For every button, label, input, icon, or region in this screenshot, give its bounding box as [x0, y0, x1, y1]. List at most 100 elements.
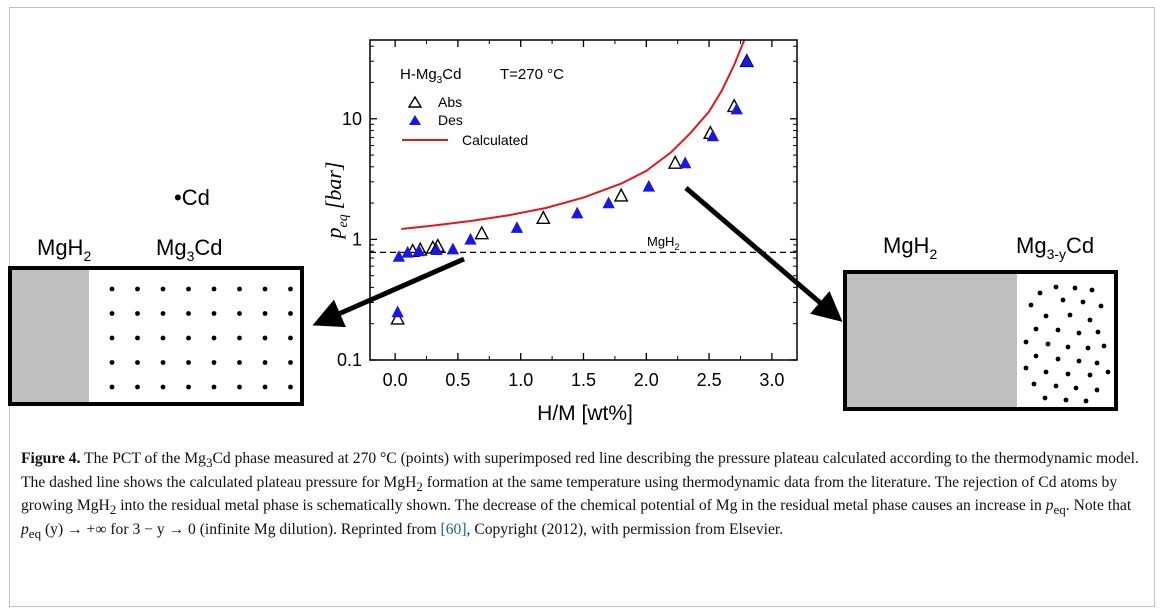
cd-atom-dot: [135, 384, 140, 390]
x-tick-label: 1.5: [571, 370, 596, 390]
cd-atom-dot: [1053, 383, 1059, 389]
y-tick-label: 10: [342, 109, 362, 129]
des-point: [571, 206, 584, 219]
des-point: [679, 156, 692, 169]
cd-atom-dot: [1055, 327, 1061, 333]
cd-atom-dot: [1073, 385, 1079, 391]
left-cd-dot-grid: [109, 286, 293, 390]
abs-point: [474, 225, 490, 240]
des-point: [446, 242, 460, 255]
cd-atom-dot: [262, 360, 268, 365]
left-mgh2-region: [10, 268, 89, 404]
cd-atom-dot: [1028, 302, 1034, 308]
cd-atom-dot: [211, 311, 217, 316]
figure-caption: Figure 4. The PCT of the Mg3Cd phase mea…: [21, 450, 1139, 542]
cd-atom-dot: [1042, 395, 1048, 401]
x-tick-label: 1.0: [508, 370, 533, 390]
cd-atom-dot: [288, 286, 293, 292]
x-tick-label: 2.5: [697, 370, 722, 390]
cd-atom-dot: [262, 384, 268, 390]
des-point: [602, 196, 615, 209]
cd-atom-dot: [1043, 313, 1049, 319]
cd-atom-dot: [1085, 345, 1091, 351]
cd-atom-dot: [1087, 317, 1093, 323]
cd-atom-dot: [1063, 397, 1069, 403]
x-tick-label: 3.0: [759, 370, 784, 390]
right-mgh2-label: MgH2: [883, 233, 937, 262]
y-tick-label: 0.1: [337, 350, 362, 370]
cd-atom-dot: [1076, 358, 1082, 364]
right-cd-dot-cluster: [1023, 284, 1111, 404]
citation-link[interactable]: [60]: [440, 521, 467, 539]
right-mgh2-region: [845, 272, 1017, 409]
cd-atom-dot: [1043, 369, 1049, 375]
cd-atom-dot: [160, 335, 166, 341]
chart-title: H-Mg3Cd: [400, 66, 461, 86]
cd-atom-dot: [109, 286, 115, 292]
right-mg3ycd-label: Mg3-yCd: [1016, 233, 1094, 262]
abs-point: [390, 310, 405, 325]
right-box: [843, 270, 1118, 411]
figure-graphic: •Cd MgH2 Mg3Cd MgH2 Mg3-yCd: [8, 39, 1118, 425]
cd-atom-dot: [288, 311, 293, 316]
cd-atom-dot: [237, 286, 242, 292]
x-tick-label: 2.0: [634, 370, 659, 390]
cd-atom-dot: [211, 360, 217, 365]
cd-atom-dot: [1080, 299, 1086, 305]
cd-atom-dot: [186, 335, 191, 341]
left-schematic: •Cd MgH2 Mg3Cd: [8, 185, 304, 406]
cd-atom-dot: [109, 311, 115, 316]
cd-atom-dot: [1067, 312, 1073, 318]
des-point: [740, 54, 753, 67]
left-box: [8, 266, 304, 406]
x-tick-label: 0.0: [383, 370, 408, 390]
cd-atom-dot: [1023, 339, 1029, 345]
cd-atom-dot: [1095, 329, 1101, 335]
x-axis-label: H/M [wt%]: [537, 402, 633, 425]
y-axis-label: peq[bar]: [321, 162, 351, 241]
cd-atom-dot: [1031, 381, 1037, 387]
legend-calculated-label: Calculated: [462, 132, 528, 148]
cd-atom-dot: [160, 286, 166, 292]
cd-atom-dot: [160, 360, 166, 365]
des-point: [464, 232, 477, 245]
cd-atom-dot: [1083, 398, 1089, 404]
cd-atom-dot: [1065, 344, 1071, 350]
cd-atom-dot: [237, 360, 242, 365]
cd-atom-dot: [1089, 287, 1095, 293]
legend-des-marker: [409, 115, 421, 125]
cd-atom-dot: [1087, 372, 1093, 378]
right-schematic: MgH2 Mg3-yCd: [843, 233, 1118, 411]
cd-atom-dot: [186, 360, 191, 365]
legend-abs-marker: [407, 95, 423, 108]
cd-atom-dot: [135, 286, 140, 292]
cd-atom-label: •Cd: [174, 185, 210, 210]
y-tick-label: 1: [352, 229, 362, 249]
cd-atom-dot: [288, 360, 293, 365]
cd-atom-dot: [109, 335, 115, 341]
abs-point: [613, 187, 629, 202]
cd-atom-dot: [288, 384, 293, 390]
cd-atom-dot: [1045, 341, 1051, 347]
x-tick-label: 0.5: [445, 370, 470, 390]
legend-des-label: Des: [438, 112, 463, 128]
cd-atom-dot: [1101, 343, 1107, 349]
cd-atom-dot: [1094, 360, 1100, 366]
cd-atom-dot: [135, 311, 140, 316]
plot-marks: [370, 39, 797, 325]
cd-atom-dot: [237, 384, 242, 390]
left-arrow: [312, 256, 466, 328]
caption-label: Figure 4.: [21, 450, 81, 467]
cd-atom-dot: [1053, 284, 1059, 290]
mgh2-reference-label: MgH2: [647, 234, 679, 252]
cd-atom-dot: [1072, 285, 1078, 291]
left-mgh2-label: MgH2: [37, 235, 91, 264]
des-point: [401, 245, 414, 258]
calculated-line: [401, 39, 746, 230]
cd-atom-dot: [1060, 297, 1066, 303]
des-point: [706, 129, 720, 142]
pct-chart: 0.0 0.5 1.0 1.5 2.0 2.5 3.0 0.1 1 10 MgH2 H-Mg3Cd…: [321, 39, 798, 425]
cd-atom-dot: [1076, 330, 1082, 336]
cd-atom-dot: [1098, 303, 1104, 309]
